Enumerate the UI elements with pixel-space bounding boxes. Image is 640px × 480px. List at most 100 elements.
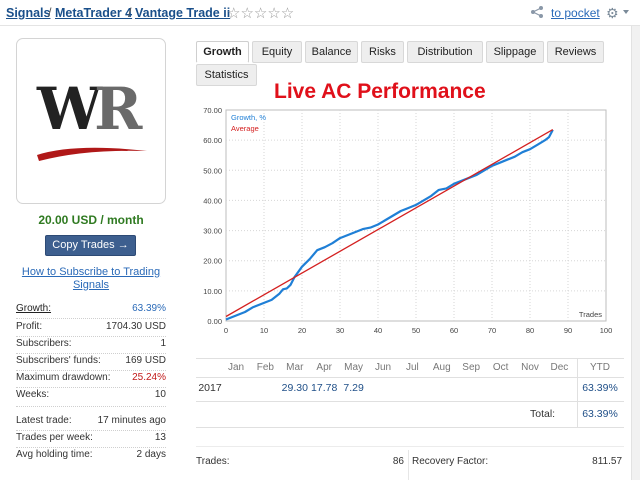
signal-logo: WR xyxy=(16,38,166,204)
stat-profit: Profit: 1704.30 USD xyxy=(16,321,166,337)
how-to-subscribe-link[interactable]: How to Subscribe to Trading Signals xyxy=(21,266,161,291)
tab-equity[interactable]: Equity xyxy=(252,41,302,63)
divider xyxy=(16,370,166,371)
recovery-factor-value: 811.57 xyxy=(592,456,622,467)
logo-swoosh xyxy=(37,147,147,161)
stat-value: 169 USD xyxy=(125,355,166,366)
breadcrumb-separator: / xyxy=(48,6,52,20)
stat-label: Latest trade: xyxy=(16,415,72,426)
ytd-value: 63.39% xyxy=(582,382,618,394)
divider xyxy=(196,427,624,428)
stat-label: Avg holding time: xyxy=(16,449,93,460)
month-header: Jun xyxy=(374,362,392,373)
x-tick-label: 90 xyxy=(564,326,572,335)
ytd-header: YTD xyxy=(590,362,610,373)
tab-reviews[interactable]: Reviews xyxy=(547,41,604,63)
to-pocket-link[interactable]: to pocket xyxy=(551,6,600,20)
divider xyxy=(16,353,166,354)
stat-label: Weeks: xyxy=(16,389,50,400)
divider xyxy=(408,450,409,480)
breadcrumb-metatrader[interactable]: MetaTrader 4 xyxy=(55,6,133,20)
tab-balance[interactable]: Balance xyxy=(305,41,358,63)
stat-max-drawdown: Maximum drawdown: 25.24% xyxy=(16,372,166,388)
stat-trades-per-week: Trades per week: 13 xyxy=(16,432,166,448)
divider xyxy=(196,358,624,359)
trades-value: 86 xyxy=(392,456,404,467)
y-tick-label: 50.00 xyxy=(203,166,222,175)
stat-value: 25.24% xyxy=(132,372,166,383)
x-tick-label: 30 xyxy=(336,326,344,335)
chevron-down-icon[interactable] xyxy=(623,10,629,14)
gear-icon[interactable]: ⚙ xyxy=(606,5,619,21)
stat-label: Trades per week: xyxy=(16,432,93,443)
rating-stars[interactable]: ☆☆☆☆☆ xyxy=(227,5,295,22)
stat-weeks: Weeks: 10 xyxy=(16,389,166,405)
x-tick-label: 20 xyxy=(298,326,306,335)
legend-entry: Growth, % xyxy=(231,113,266,122)
subscription-price: 20.00 USD / month xyxy=(38,213,144,227)
month-header: Jul xyxy=(405,362,419,373)
breadcrumb-signals[interactable]: Signals xyxy=(6,6,51,20)
stat-label: Profit: xyxy=(16,321,43,332)
stat-value: 13 xyxy=(154,432,166,443)
stat-label: Subscribers: xyxy=(16,338,72,349)
y-tick-label: 20.00 xyxy=(203,257,222,266)
y-tick-label: 40.00 xyxy=(203,196,222,205)
tab-statistics[interactable]: Statistics xyxy=(196,64,257,86)
total-value: 63.39% xyxy=(582,408,618,420)
stat-subscribers: Subscribers: 1 xyxy=(16,338,166,354)
month-header: Aug xyxy=(432,362,451,373)
stat-value: 10 xyxy=(154,389,166,400)
divider xyxy=(16,336,166,337)
stat-value: 17 minutes ago xyxy=(97,415,166,426)
series-line-average xyxy=(225,129,554,318)
stat-growth: Growth: 63.39% xyxy=(16,303,166,319)
divider xyxy=(196,401,624,402)
divider xyxy=(16,387,166,388)
x-tick-label: 0 xyxy=(224,326,228,335)
y-tick-label: 0.00 xyxy=(207,317,222,326)
scrollbar[interactable] xyxy=(631,26,640,480)
x-tick-label: 60 xyxy=(450,326,458,335)
share-icon[interactable] xyxy=(530,5,544,19)
x-tick-label: 100 xyxy=(600,326,613,335)
month-header: Nov xyxy=(521,362,539,373)
month-header: Sep xyxy=(462,362,481,373)
x-tick-label: 10 xyxy=(260,326,268,335)
y-tick-label: 10.00 xyxy=(203,287,222,296)
month-header: Feb xyxy=(256,362,274,373)
breadcrumb-signal-name[interactable]: Vantage Trade ii xyxy=(135,6,231,20)
tab-growth[interactable]: Growth xyxy=(196,41,249,63)
month-header: Oct xyxy=(492,362,509,373)
stat-label[interactable]: Growth: xyxy=(16,303,52,314)
x-tick-label: 80 xyxy=(526,326,534,335)
tab-slippage[interactable]: Slippage xyxy=(486,41,544,63)
month-header: Apr xyxy=(316,362,332,373)
stat-label: Maximum drawdown: xyxy=(16,372,111,383)
tab-risks[interactable]: Risks xyxy=(361,41,404,63)
tab-distribution[interactable]: Distribution xyxy=(407,41,483,63)
growth-chart: 0.00 10.00 20.00 30.00 40.00 50.00 60.00 70.00 0… xyxy=(203,106,613,335)
month-header: May xyxy=(344,362,364,373)
stat-value: 2 days xyxy=(136,449,166,460)
divider xyxy=(196,377,624,378)
breadcrumb-separator: / xyxy=(128,6,132,20)
month-header: Jan xyxy=(227,362,245,373)
x-tick-label: 40 xyxy=(374,326,382,335)
x-axis-label: Trades xyxy=(579,310,602,319)
stat-value: 63.39% xyxy=(132,303,166,314)
divider xyxy=(16,406,166,407)
copy-trades-button[interactable]: Copy Trades → xyxy=(45,235,136,256)
month-value: 17.78 xyxy=(311,382,338,394)
x-tick-label: 70 xyxy=(488,326,496,335)
legend-entry: Average xyxy=(231,124,259,133)
logo-lettering: WR xyxy=(37,75,142,143)
stat-value: 1 xyxy=(160,338,166,349)
divider xyxy=(16,430,166,431)
month-value: 7.29 xyxy=(343,382,364,394)
series-line-growth xyxy=(225,129,554,321)
month-header: Dec xyxy=(550,362,569,373)
recovery-factor-label: Recovery Factor: xyxy=(412,456,489,467)
ytd-column xyxy=(577,358,624,428)
month-header: Mar xyxy=(286,362,304,373)
